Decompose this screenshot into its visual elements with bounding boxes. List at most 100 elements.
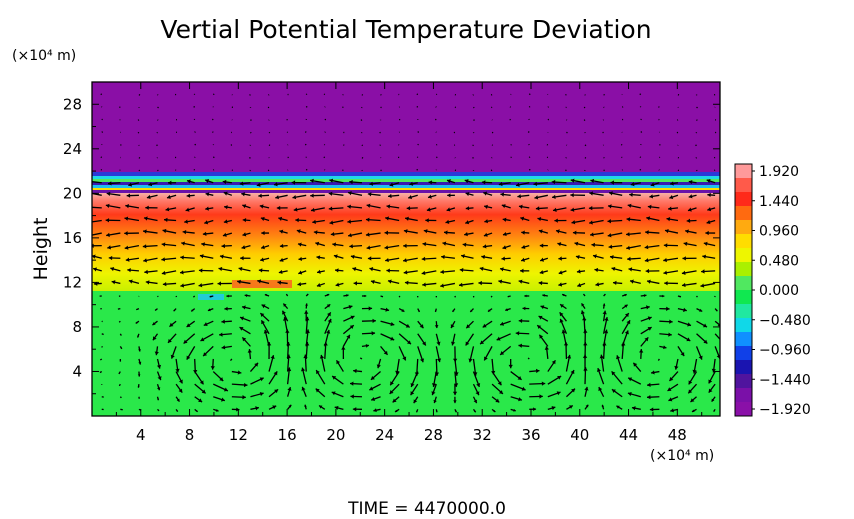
wind-vector — [92, 254, 102, 259]
layer-stratosphere — [92, 82, 720, 174]
wind-vector — [194, 396, 203, 403]
wind-vector — [157, 295, 159, 298]
wind-vector — [398, 333, 412, 345]
wind-vector — [249, 94, 251, 96]
wind-vector — [416, 105, 419, 108]
wind-vector — [318, 404, 326, 410]
x-tick-label: 28 — [424, 426, 443, 444]
wind-vector — [534, 194, 548, 200]
wind-vector — [607, 219, 623, 224]
wind-vector — [688, 179, 697, 185]
wind-vector — [538, 315, 549, 322]
wind-vector — [342, 334, 351, 347]
wind-vector — [239, 326, 251, 335]
wind-vector — [257, 279, 270, 285]
wind-vector — [334, 268, 344, 273]
wind-vector — [204, 219, 214, 225]
wind-vector — [279, 243, 288, 249]
colorbar-tick-label: −1.920 — [759, 402, 811, 418]
wind-vector — [218, 266, 232, 272]
wind-vector — [221, 243, 232, 249]
wind-vector — [714, 346, 720, 359]
wind-vector — [212, 131, 214, 133]
colorbar-swatch — [735, 220, 752, 235]
wind-vector — [472, 383, 480, 396]
wind-vector — [267, 169, 270, 172]
layer-tropopause-band — [92, 185, 720, 188]
wind-vector — [421, 256, 437, 262]
wind-vector — [361, 343, 370, 348]
wind-vector — [705, 230, 716, 236]
wind-vector — [436, 156, 438, 159]
wind-vector — [696, 320, 708, 328]
wind-vector — [304, 310, 309, 322]
wind-vector — [287, 156, 289, 159]
wind-vector — [242, 218, 251, 223]
wind-vector — [241, 245, 251, 250]
wind-vector — [202, 345, 214, 357]
wind-vector — [446, 179, 456, 184]
wind-vector — [416, 168, 419, 171]
layer-lower — [92, 291, 720, 416]
wind-vector — [301, 386, 307, 397]
wind-vector — [502, 217, 511, 222]
wind-vector — [137, 131, 140, 134]
wind-vector — [305, 93, 308, 96]
wind-vector — [237, 279, 251, 285]
wind-vector — [594, 267, 604, 273]
colorbar-swatch — [735, 374, 752, 389]
wind-vector — [315, 388, 326, 398]
wind-vector — [713, 93, 716, 96]
wind-vector — [293, 207, 307, 212]
wind-vector — [602, 131, 604, 134]
wind-vector — [370, 279, 381, 285]
wind-vector — [316, 282, 326, 288]
wind-vector — [538, 280, 548, 286]
wind-vector — [213, 396, 226, 402]
wind-vector — [421, 270, 437, 276]
wind-vector — [668, 396, 679, 402]
wind-vector — [674, 358, 679, 370]
wind-vector — [415, 409, 419, 413]
wind-vector — [138, 94, 141, 96]
wind-vector — [453, 396, 457, 404]
wind-vector — [565, 388, 576, 398]
x-tick-label: 8 — [185, 426, 195, 444]
wind-vector — [161, 242, 177, 247]
wind-vector — [331, 375, 344, 385]
wind-vector — [588, 206, 604, 211]
wind-vector — [663, 243, 678, 248]
wind-vector — [156, 371, 162, 381]
wind-vector — [249, 362, 259, 372]
wind-vector — [501, 256, 511, 261]
wind-vector — [335, 359, 344, 372]
wind-vector — [664, 228, 679, 234]
wind-vector — [268, 131, 271, 134]
wind-vector — [450, 320, 456, 329]
wind-vector — [316, 269, 325, 274]
wind-vector — [398, 118, 401, 121]
wind-vector — [118, 383, 121, 387]
wind-vector — [540, 305, 549, 310]
wind-vector — [603, 293, 606, 297]
wind-vector — [380, 169, 382, 172]
colorbar-swatch — [735, 234, 752, 249]
wind-vector — [297, 282, 307, 287]
wind-vector — [464, 179, 474, 184]
wind-vector — [360, 119, 363, 121]
wind-vector — [405, 216, 418, 222]
wind-vector — [282, 303, 289, 310]
wind-vector — [331, 391, 344, 398]
wind-vector — [645, 230, 660, 235]
wind-vector — [175, 371, 183, 384]
wind-vector — [491, 383, 504, 395]
wind-vector — [211, 118, 214, 121]
wind-vector — [626, 217, 641, 222]
wind-vector — [264, 293, 270, 297]
colorbar-swatch — [735, 360, 752, 375]
wind-vector — [398, 320, 411, 328]
wind-vector — [406, 206, 418, 211]
wind-vector — [536, 324, 549, 335]
wind-vector — [343, 304, 353, 310]
wind-vector — [101, 131, 104, 133]
